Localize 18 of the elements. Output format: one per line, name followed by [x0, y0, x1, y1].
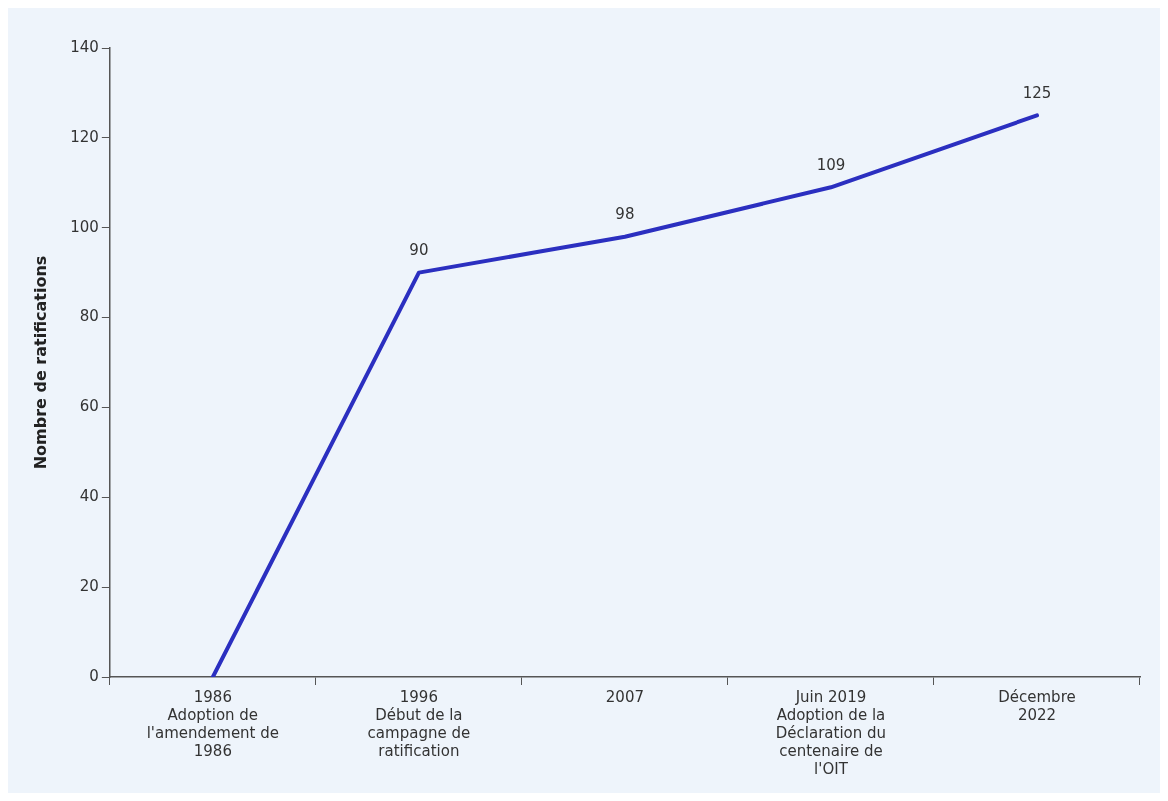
data-label: 90	[409, 241, 429, 260]
y-tick-label: 40	[79, 487, 99, 506]
y-axis-title: Nombre de ratifications	[30, 255, 50, 470]
y-tick-label: 60	[79, 397, 99, 416]
data-label: 98	[615, 205, 635, 224]
x-tick-label: 2007	[605, 687, 645, 706]
x-tick-label: 1996 Début de la campagne de ratification	[367, 687, 471, 760]
y-tick-label: 20	[79, 577, 99, 596]
y-tick-label: 80	[79, 307, 99, 326]
y-tick-label: 100	[70, 217, 99, 236]
y-tick-label: 120	[70, 127, 99, 146]
data-label: 125	[1022, 83, 1052, 102]
y-tick-label: 0	[89, 666, 99, 685]
data-label: 109	[816, 155, 846, 174]
y-tick-label: 140	[70, 37, 99, 56]
x-tick-label: Juin 2019 Adoption de la Déclaration du centenaire de l'OIT	[775, 687, 887, 778]
x-tick-label: Décembre 2022	[998, 687, 1076, 724]
x-tick-label: 1986 Adoption de l'amendement de 1986	[146, 687, 280, 760]
